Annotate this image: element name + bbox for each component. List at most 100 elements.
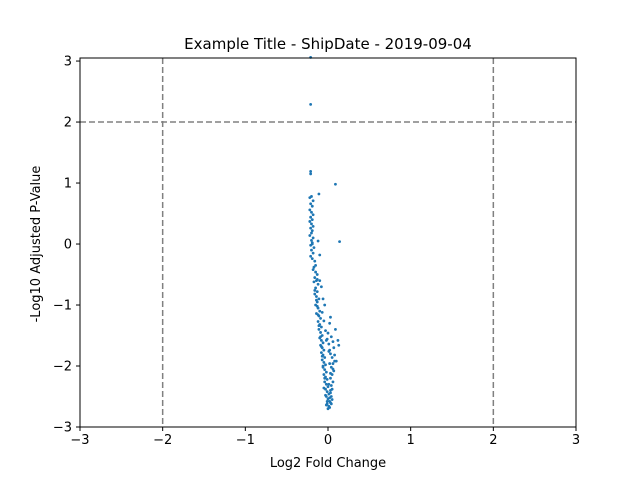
data-point (329, 335, 333, 339)
data-point (309, 226, 313, 230)
data-point (319, 331, 322, 334)
x-tick-label: 0 (324, 433, 332, 448)
data-point (308, 220, 312, 223)
data-point (328, 406, 332, 409)
data-point (325, 378, 329, 381)
data-point (308, 234, 312, 237)
data-point (330, 356, 334, 359)
data-point (321, 364, 325, 368)
data-point (334, 182, 337, 186)
data-point (329, 365, 333, 369)
x-tick-label: −2 (153, 433, 172, 448)
data-point (326, 331, 330, 335)
data-point (323, 356, 327, 359)
y-tick-label: 1 (64, 177, 72, 192)
data-point (327, 342, 331, 346)
axes: −3 −2 −1 0 1 2 3 −3 −2 −1 0 1 2 3 (53, 55, 580, 448)
data-point (323, 376, 327, 380)
data-point (315, 290, 319, 293)
data-point (311, 251, 315, 255)
data-point (322, 360, 326, 364)
data-point (330, 398, 334, 401)
data-point (324, 329, 327, 333)
x-tick-label: 3 (572, 433, 580, 448)
data-point (329, 389, 332, 392)
data-point (310, 231, 313, 235)
data-point (319, 317, 322, 320)
data-point (310, 242, 314, 246)
data-point (317, 192, 321, 196)
data-point (325, 399, 329, 403)
data-point (328, 396, 332, 400)
data-point (311, 268, 315, 272)
data-point (308, 208, 312, 212)
data-point (319, 338, 323, 342)
data-point (329, 376, 332, 380)
data-point (324, 363, 327, 367)
data-point (314, 270, 317, 274)
x-axis-label: Log2 Fold Change (270, 456, 386, 471)
data-point (334, 328, 337, 331)
data-point (329, 352, 332, 356)
x-tick-label: −3 (70, 433, 89, 448)
data-point (336, 338, 340, 342)
data-point (309, 102, 313, 106)
data-point (309, 254, 313, 258)
data-point (331, 380, 335, 384)
data-point (311, 199, 315, 203)
data-point (318, 279, 322, 283)
plot-area (80, 55, 576, 427)
data-point (311, 236, 315, 240)
data-point (308, 196, 312, 200)
data-point (315, 304, 319, 308)
data-point (318, 309, 322, 313)
data-point (311, 224, 315, 228)
data-point (324, 393, 327, 397)
data-point (315, 295, 318, 298)
data-point (313, 292, 317, 296)
y-tick-label: 3 (64, 55, 72, 70)
data-point (313, 276, 317, 279)
data-point (317, 297, 321, 301)
data-point (322, 319, 326, 323)
data-point (328, 321, 332, 325)
data-point (319, 285, 323, 289)
data-point (314, 263, 317, 267)
y-tick-label: 0 (64, 238, 72, 253)
x-tick-label: −1 (236, 433, 255, 448)
data-point (327, 382, 331, 386)
data-point (323, 303, 327, 307)
data-point (309, 172, 313, 176)
data-point (310, 222, 313, 226)
data-point (331, 340, 335, 344)
data-point (326, 385, 330, 389)
data-point (331, 362, 335, 365)
data-point (319, 325, 323, 329)
data-point (310, 218, 314, 222)
data-point (310, 238, 313, 242)
data-point (310, 229, 314, 233)
data-point (329, 371, 332, 375)
data-point (323, 380, 327, 384)
data-point (317, 324, 321, 328)
chart-title: Example Title - ShipDate - 2019-09-04 (184, 35, 472, 53)
data-point (310, 210, 313, 214)
data-point (329, 391, 332, 395)
data-point (311, 213, 315, 217)
data-point (314, 286, 317, 290)
data-point (322, 348, 326, 352)
y-tick-label: −2 (53, 360, 72, 375)
data-point (312, 280, 316, 284)
x-tick-label: 1 (407, 433, 415, 448)
data-point (321, 341, 325, 345)
data-point (309, 215, 313, 219)
data-point (337, 343, 341, 347)
data-point (321, 297, 325, 301)
data-point (315, 273, 319, 276)
data-point (324, 382, 328, 386)
data-point (310, 248, 313, 252)
data-point (318, 253, 322, 257)
data-point (322, 386, 326, 390)
data-point (312, 246, 316, 250)
